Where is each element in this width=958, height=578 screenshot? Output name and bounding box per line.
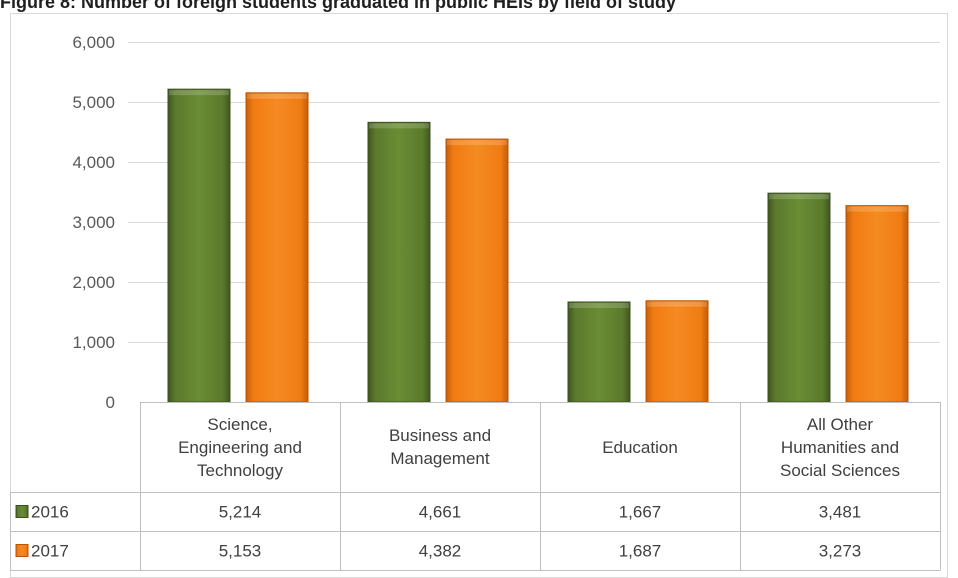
bar-bevel (769, 194, 829, 200)
bar-bevel (569, 302, 629, 308)
bar (767, 192, 831, 403)
data-table: 2016 5,214 4,661 1,667 3,481 2017 5,153 4,382 1,… (10, 402, 941, 571)
bar-2016-2 (567, 301, 631, 403)
bar (567, 301, 631, 403)
table-cell-value: 5,153 (219, 542, 262, 561)
bar-2016-3 (767, 192, 831, 403)
bar (167, 88, 231, 403)
y-axis: 0 1,000 2,000 3,000 4,000 5,000 6,000 (72, 33, 115, 412)
chart-title: Figure 8: Number of foreign students gra… (0, 0, 677, 12)
bar-bevel (447, 140, 507, 146)
bar (445, 138, 509, 403)
category-label: Education (602, 437, 678, 457)
legend-2016-icon (15, 505, 29, 518)
category-label: Science, Engineering and Technology (178, 414, 302, 480)
bar-bevel (247, 93, 307, 99)
y-tick-label: 2,000 (72, 273, 115, 292)
bar-bevel (169, 90, 229, 96)
category-label: Business and Management (388, 426, 492, 468)
y-tick-label: 4,000 (72, 153, 115, 172)
table-cell-value: 3,273 (819, 542, 862, 561)
bar (245, 92, 309, 403)
bar-2017-3 (845, 205, 909, 403)
table-cell-value: 1,667 (619, 503, 662, 522)
table-cell-value: 3,481 (819, 503, 862, 522)
y-tick-label: 5,000 (72, 93, 115, 112)
bar-2017-2 (645, 300, 709, 403)
bar-bevel (369, 123, 429, 129)
bar-bevel (847, 206, 907, 212)
bar-2016-1 (367, 121, 431, 403)
table-cell-value: 4,382 (419, 542, 462, 561)
bar (845, 205, 909, 403)
series-label: 2017 (31, 542, 69, 561)
table-cell-value: 4,661 (419, 503, 462, 522)
table-cell-value: 5,214 (219, 503, 262, 522)
legend-2017-icon (15, 544, 29, 557)
bars (167, 88, 909, 403)
bar-2017-0 (245, 92, 309, 403)
y-tick-label: 1,000 (72, 333, 115, 352)
bar (367, 121, 431, 403)
bar-2016-0 (167, 88, 231, 403)
bar (645, 300, 709, 403)
series-label: 2016 (31, 503, 69, 522)
table-cell-value: 1,687 (619, 542, 662, 561)
y-tick-label: 6,000 (72, 33, 115, 52)
y-tick-label: 3,000 (72, 213, 115, 232)
category-label: All Other Humanities and Social Sciences (779, 414, 900, 480)
y-tick-label: 0 (106, 393, 115, 412)
bar-2017-1 (445, 138, 509, 403)
bar-bevel (647, 301, 707, 307)
